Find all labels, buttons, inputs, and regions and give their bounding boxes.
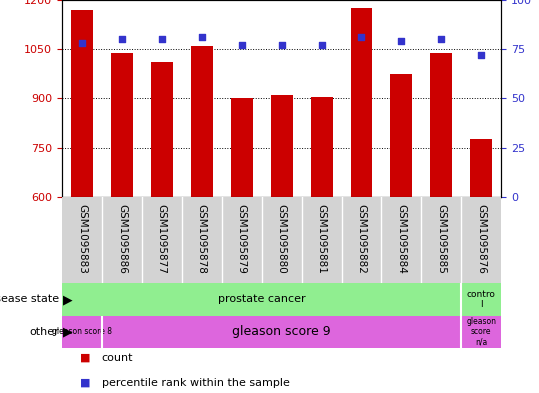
Bar [430, 53, 452, 197]
Bar [310, 97, 333, 197]
Text: GSM1095885: GSM1095885 [437, 204, 446, 274]
Bar [102, 197, 142, 283]
Point [157, 36, 166, 42]
Text: gleason
score
n/a: gleason score n/a [466, 317, 496, 347]
Text: GSM1095884: GSM1095884 [396, 204, 406, 274]
Text: GSM1095881: GSM1095881 [316, 204, 327, 274]
Bar [302, 197, 342, 283]
Bar [191, 46, 213, 197]
Bar [62, 316, 102, 348]
Text: other: other [30, 327, 59, 337]
Bar [231, 98, 253, 197]
Point [437, 36, 446, 42]
Text: ■: ■ [80, 378, 90, 388]
Point [118, 36, 126, 42]
Bar [142, 197, 182, 283]
Text: GSM1095876: GSM1095876 [476, 204, 486, 274]
Bar [261, 197, 302, 283]
Text: GSM1095883: GSM1095883 [77, 204, 87, 274]
Bar [350, 8, 372, 197]
Bar [182, 197, 222, 283]
Bar [111, 53, 133, 197]
Text: gleason score 9: gleason score 9 [232, 325, 331, 338]
Text: prostate cancer: prostate cancer [218, 294, 306, 305]
Text: count: count [101, 353, 133, 363]
Text: GSM1095882: GSM1095882 [356, 204, 367, 274]
Bar [71, 10, 93, 197]
Text: GSM1095878: GSM1095878 [197, 204, 207, 274]
Bar [382, 197, 421, 283]
Text: contro
l: contro l [467, 290, 496, 309]
Bar [102, 316, 461, 348]
Text: GSM1095886: GSM1095886 [117, 204, 127, 274]
Point [197, 34, 206, 40]
Bar [151, 62, 173, 197]
Bar [390, 74, 412, 197]
Bar [461, 197, 501, 283]
Text: GSM1095880: GSM1095880 [277, 204, 287, 274]
Text: ■: ■ [80, 353, 90, 363]
Bar [461, 316, 501, 348]
Bar [222, 197, 261, 283]
Point [237, 42, 246, 48]
Text: percentile rank within the sample: percentile rank within the sample [101, 378, 289, 388]
Point [317, 42, 326, 48]
Point [477, 52, 486, 58]
Bar [342, 197, 382, 283]
Point [78, 40, 86, 46]
Text: disease state: disease state [0, 294, 59, 305]
Text: ▶: ▶ [63, 293, 73, 306]
Text: GSM1095877: GSM1095877 [157, 204, 167, 274]
Text: GSM1095879: GSM1095879 [237, 204, 247, 274]
Point [397, 38, 406, 44]
Bar [461, 283, 501, 316]
Point [357, 34, 366, 40]
Bar [271, 95, 293, 197]
Text: ▶: ▶ [63, 325, 73, 338]
Bar [62, 197, 102, 283]
Text: gleason score 8: gleason score 8 [52, 327, 112, 336]
Point [277, 42, 286, 48]
Bar [421, 197, 461, 283]
Bar [471, 140, 492, 197]
